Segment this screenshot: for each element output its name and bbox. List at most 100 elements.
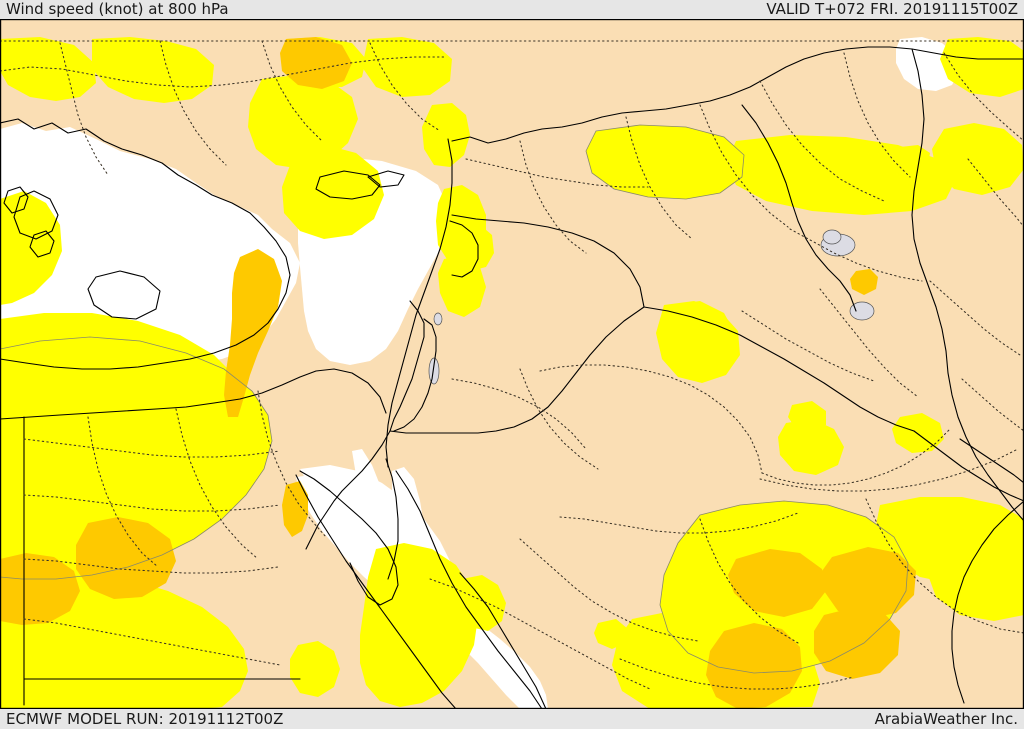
coast-island-small-1 <box>3 186 29 214</box>
border-iraq-iran <box>911 48 1024 522</box>
wind-band-high-layer <box>0 37 916 709</box>
coast-sinai-east <box>385 458 399 580</box>
lake-small-iraq <box>822 229 842 245</box>
yellow-region-arabia-ne <box>928 549 1024 621</box>
admin-syria-4 <box>699 104 789 228</box>
yellow-region-iraq-n-small <box>896 145 930 171</box>
forecast-map[interactable] <box>0 19 1024 709</box>
yellow-region-turkey-ne <box>362 37 452 97</box>
orange-region-turkey-n <box>280 37 352 89</box>
admin-turkey-3 <box>159 40 227 166</box>
admin-syria-2 <box>519 140 587 254</box>
border-syria-iraq <box>741 104 857 312</box>
orange-region-arabia-c2 <box>822 547 916 619</box>
admin-saudi-2 <box>761 428 951 486</box>
coast-aegean-islands <box>13 190 59 240</box>
admin-syria-3 <box>625 116 693 240</box>
admin-egypt-2 <box>23 494 281 512</box>
admin-egypt-3 <box>23 558 279 574</box>
coast-aegean <box>0 118 291 370</box>
admin-syria-1 <box>465 158 649 188</box>
contour-egypt <box>0 336 273 580</box>
valid-time-label: VALID T+072 FRI. 20191115T00Z <box>766 0 1018 18</box>
border-israel <box>393 318 437 432</box>
yellow-region-tiny-2 <box>594 619 628 649</box>
coast-egypt-north <box>0 368 387 420</box>
yellow-region-iraq-small <box>892 413 944 453</box>
contour-arabia-central <box>659 500 909 674</box>
admin-iran-4 <box>961 378 1024 432</box>
footer-bar: ECMWF MODEL RUN: 20191112T00Z ArabiaWeat… <box>0 709 1024 729</box>
coast-cyprus <box>315 170 405 200</box>
admin-turkey-4 <box>261 40 323 142</box>
border-saudi-iraq <box>643 306 915 432</box>
contour-syria-band <box>585 124 745 200</box>
admin-arabia-far-2 <box>619 658 855 690</box>
admin-saudi-4 <box>519 538 699 642</box>
yellow-region-antakya <box>422 103 470 167</box>
admin-iraq-1 <box>759 80 885 202</box>
admin-iraq-3 <box>789 228 923 282</box>
coast-redsea-west <box>295 474 457 709</box>
orange-region-sinai-n <box>282 481 308 537</box>
red-sea-white-band <box>392 467 548 709</box>
border-lebanon <box>449 220 479 278</box>
border-saudi-gulf <box>913 430 1024 502</box>
admin-egypt-6 <box>257 390 327 538</box>
admin-egypt-7 <box>23 618 281 666</box>
lake-habbaniyah <box>849 301 875 321</box>
border-syria-jordan <box>451 214 645 308</box>
admin-turkey-2 <box>59 42 109 176</box>
coastline-layer <box>0 118 1024 709</box>
yellow-region-turkey-w <box>0 37 96 101</box>
contour-outlines <box>0 124 909 674</box>
coast-island-small-2 <box>29 230 55 258</box>
page-title: Wind speed (knot) at 800 hPa <box>6 0 229 18</box>
model-run-label: ECMWF MODEL RUN: 20191112T00Z <box>6 709 284 728</box>
border-jordan-saudi <box>389 306 645 434</box>
admin-egypt-1 <box>23 438 281 458</box>
credit-label: ArabiaWeather Inc. <box>874 709 1018 728</box>
orange-region-arabia-se <box>814 607 900 679</box>
orange-region-egypt-w <box>0 553 80 625</box>
coast-crete <box>87 270 161 320</box>
yellow-region-n-syria <box>586 125 744 199</box>
yellow-region-jordan-ne <box>660 301 736 375</box>
admin-iran-1 <box>943 52 1024 142</box>
map-frame <box>0 19 1024 709</box>
lakes-layer <box>428 229 875 385</box>
admin-iraq-2 <box>843 52 911 178</box>
yellow-region-iraq-n-small2 <box>932 161 966 187</box>
border-saudi-east <box>951 500 1024 704</box>
admin-saudi-1 <box>539 364 763 474</box>
admin-iran-3 <box>929 280 1021 356</box>
yellow-region-tiny-1 <box>788 401 826 433</box>
orange-region-jordan-tiny <box>850 269 878 295</box>
yellow-region-turkey-e3 <box>282 145 384 239</box>
admin-egypt-5 <box>175 408 259 560</box>
coast-redsea-arabia <box>459 572 547 709</box>
yellow-region-egypt-west <box>0 313 248 535</box>
coast-redsea-east <box>395 470 543 709</box>
map-canvas[interactable] <box>0 19 1024 709</box>
border-turkey-syria <box>451 46 1024 144</box>
border-egypt-israel <box>305 430 391 550</box>
lake-tiberias <box>433 312 443 326</box>
lake-dead-sea <box>428 357 440 385</box>
border-israel-west <box>389 300 425 432</box>
admin-saudi-6 <box>865 498 1024 634</box>
admin-jordan-1 <box>451 378 587 450</box>
yellow-region-sinai-south <box>360 543 478 707</box>
coast-persian-gulf <box>959 438 1024 484</box>
orange-region-anatolia <box>224 249 282 417</box>
admin-saudi-3 <box>559 512 799 534</box>
orange-region-arabia-s <box>706 623 802 709</box>
yellow-region-iraq-interior <box>778 419 844 475</box>
header-bar: Wind speed (knot) at 800 hPa VALID T+072… <box>0 0 1024 19</box>
country-borders-layer <box>23 46 1024 706</box>
admin-jordan-2 <box>519 368 599 470</box>
yellow-region-ne-corner <box>940 37 1024 97</box>
coast-levant <box>385 138 453 468</box>
wind-band-moderate-layer <box>0 37 1024 709</box>
